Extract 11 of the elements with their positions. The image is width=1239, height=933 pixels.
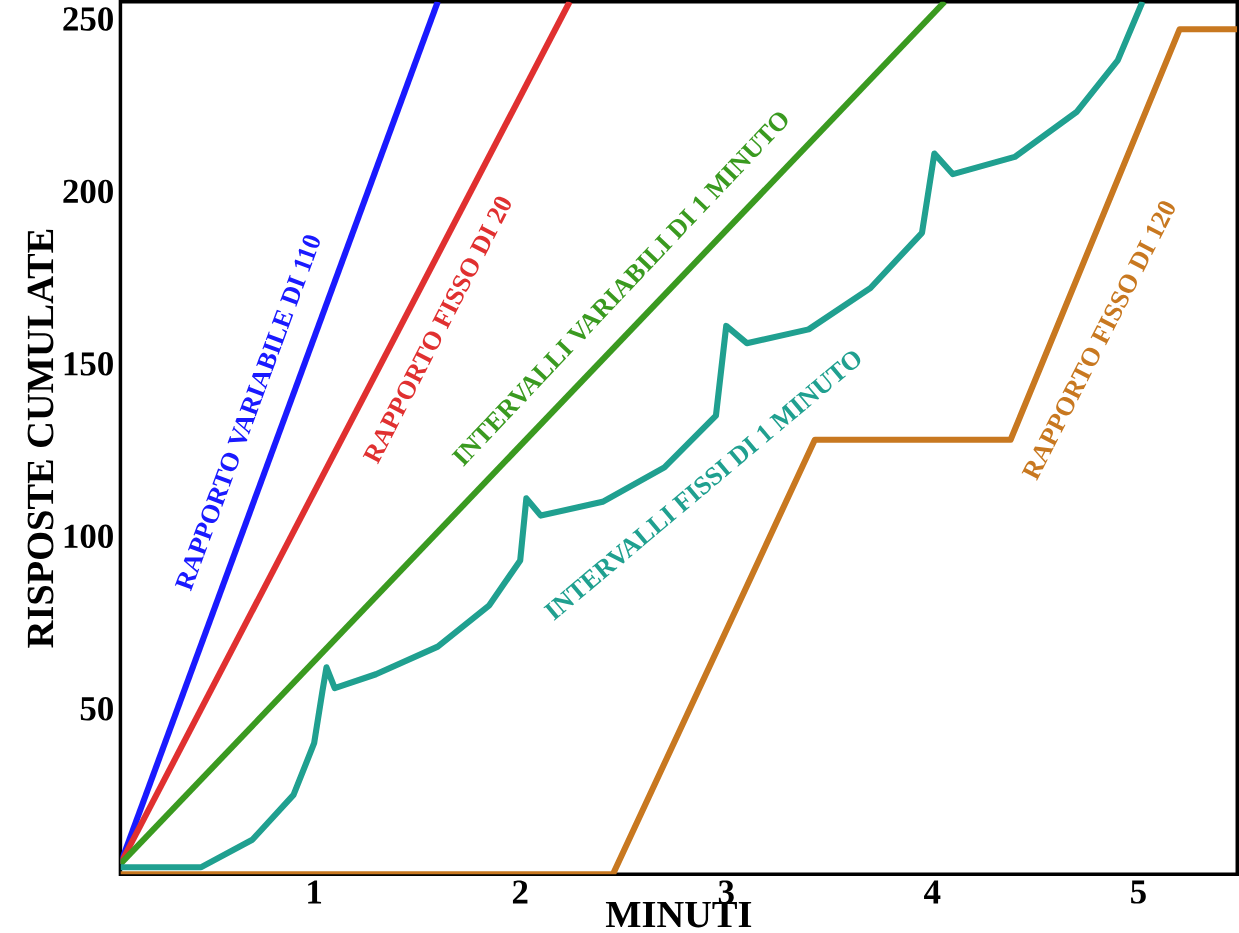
x-tick-label: 4 bbox=[924, 880, 941, 904]
x-axis-title: MINUTI bbox=[605, 901, 752, 928]
x-tick-label: 1 bbox=[308, 880, 322, 904]
y-tick-label: 200 bbox=[63, 179, 113, 204]
x-tick-label: 5 bbox=[1131, 880, 1146, 904]
y-tick-label: 100 bbox=[64, 524, 113, 548]
x-tick-label: 2 bbox=[512, 880, 528, 904]
y-axis-title: RISPOSTE CUMULATE bbox=[27, 229, 54, 648]
y-tick-label: 50 bbox=[80, 696, 113, 721]
y-tick-label: 150 bbox=[64, 351, 113, 376]
y-tick-label: 250 bbox=[63, 7, 113, 31]
